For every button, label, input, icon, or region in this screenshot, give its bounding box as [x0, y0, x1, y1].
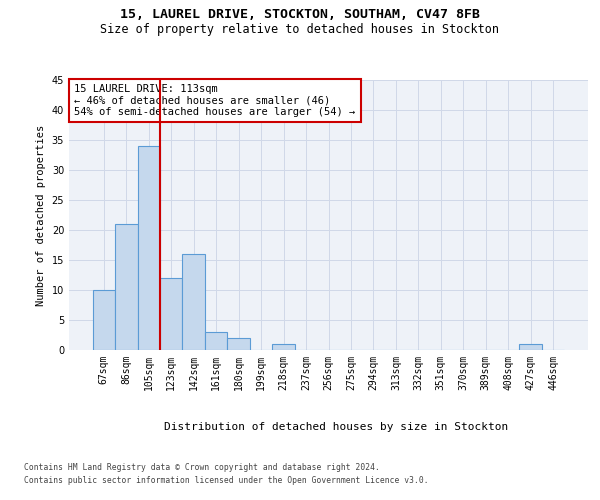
Y-axis label: Number of detached properties: Number of detached properties [36, 124, 46, 306]
Bar [227, 338, 250, 350]
Text: 15 LAUREL DRIVE: 113sqm
← 46% of detached houses are smaller (46)
54% of semi-de: 15 LAUREL DRIVE: 113sqm ← 46% of detache… [74, 84, 355, 117]
Bar [205, 332, 227, 350]
Bar [182, 254, 205, 350]
Bar [520, 344, 542, 350]
Text: Size of property relative to detached houses in Stockton: Size of property relative to detached ho… [101, 22, 499, 36]
Text: Contains public sector information licensed under the Open Government Licence v3: Contains public sector information licen… [24, 476, 428, 485]
Bar [137, 146, 160, 350]
Bar [115, 224, 137, 350]
Bar [272, 344, 295, 350]
Text: Distribution of detached houses by size in Stockton: Distribution of detached houses by size … [164, 422, 508, 432]
Text: 15, LAUREL DRIVE, STOCKTON, SOUTHAM, CV47 8FB: 15, LAUREL DRIVE, STOCKTON, SOUTHAM, CV4… [120, 8, 480, 20]
Bar [160, 278, 182, 350]
Text: Contains HM Land Registry data © Crown copyright and database right 2024.: Contains HM Land Registry data © Crown c… [24, 462, 380, 471]
Bar [92, 290, 115, 350]
